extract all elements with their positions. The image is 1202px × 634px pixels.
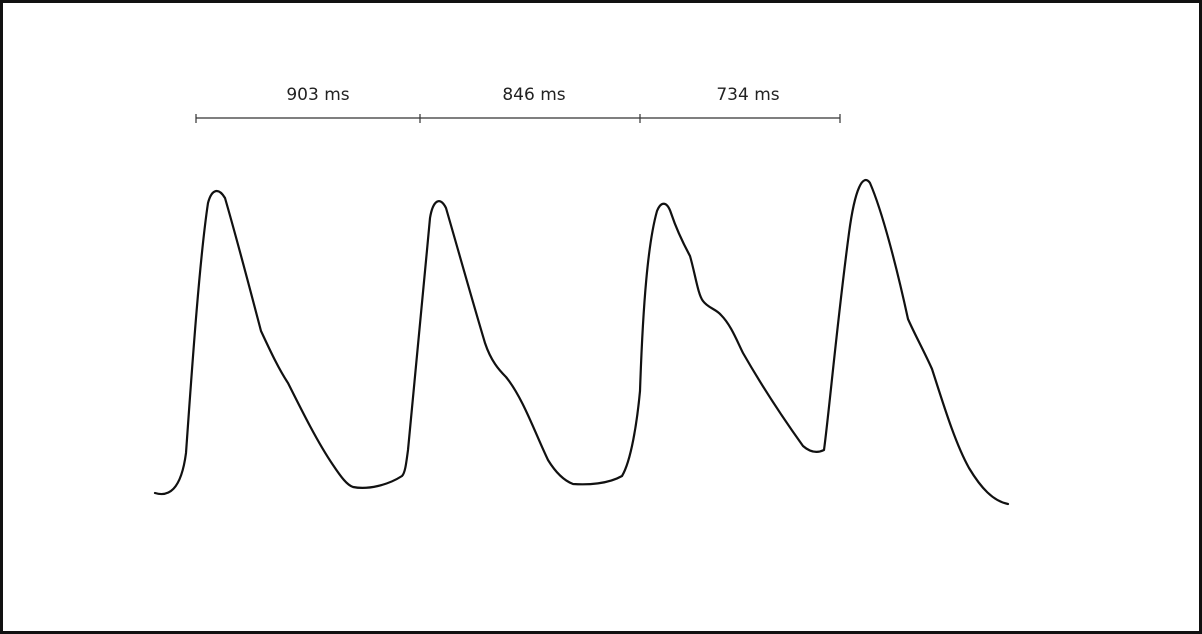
interval-label-2: 846 ms: [502, 85, 565, 105]
pulse-waveform-trace: [153, 178, 1010, 506]
interval-label-3: 734 ms: [716, 85, 779, 105]
interval-ruler: [195, 114, 841, 123]
pulse-waveform-diagram: 903 ms 846 ms 734 ms: [153, 85, 1010, 506]
interval-label-1: 903 ms: [286, 85, 349, 105]
